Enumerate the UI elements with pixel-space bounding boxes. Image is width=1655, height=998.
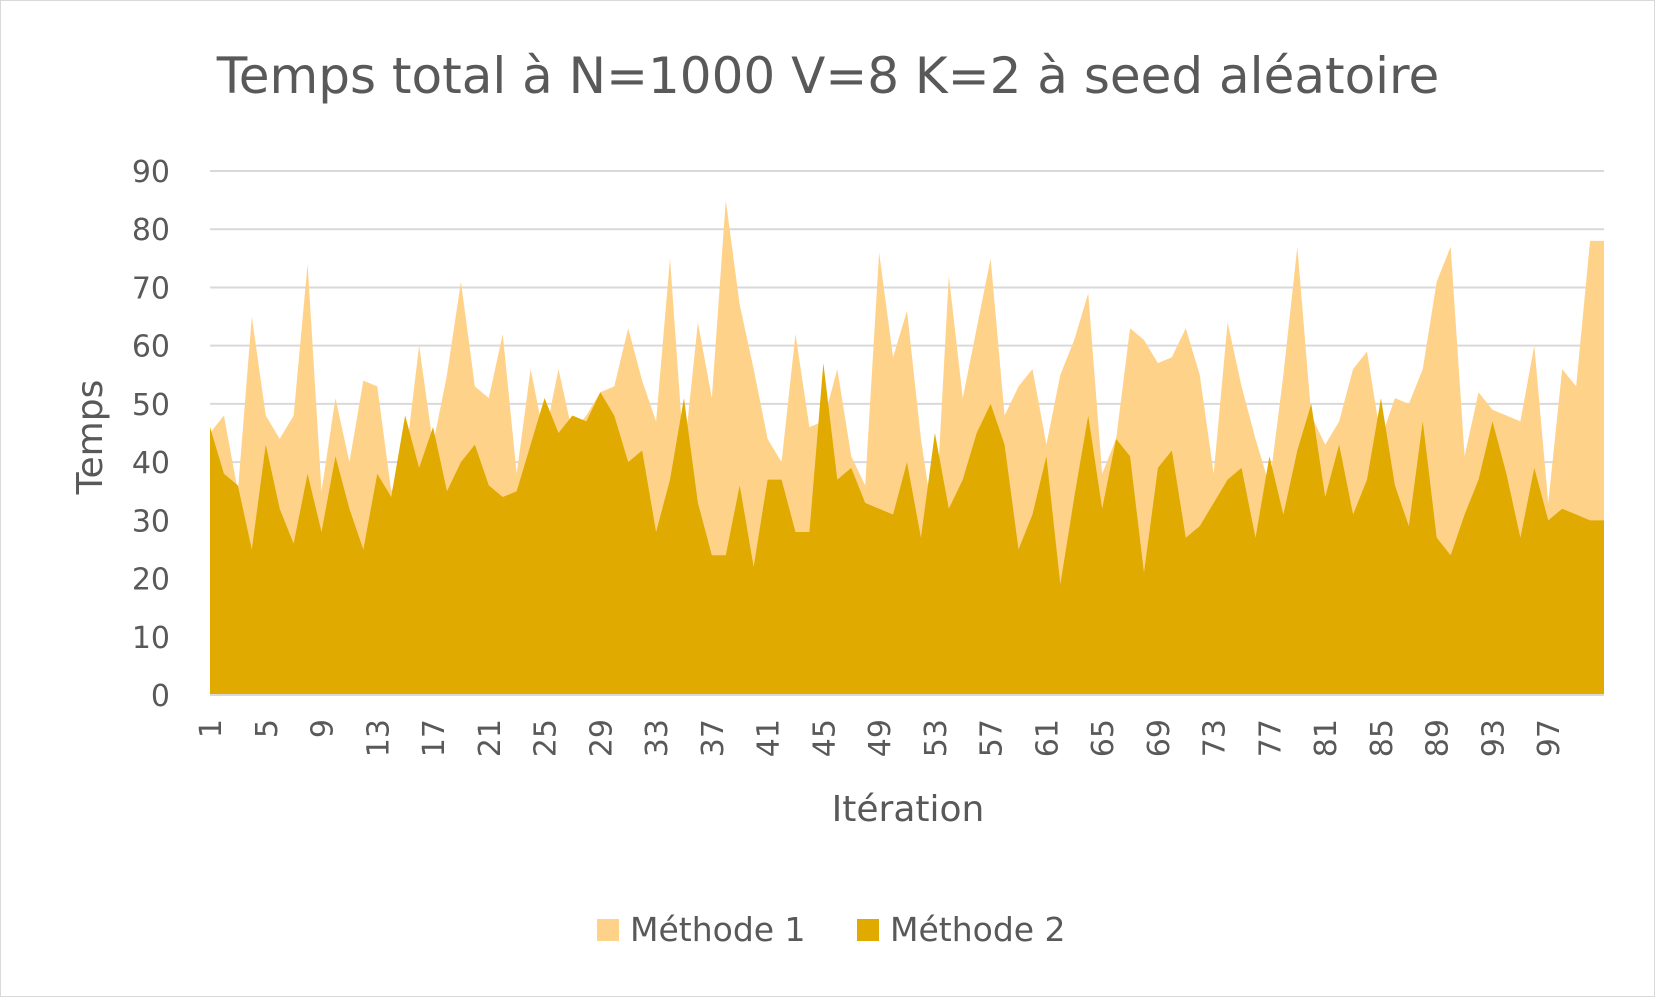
legend: Méthode 1 Méthode 2 <box>597 910 1066 949</box>
x-tick-label: 1 <box>194 719 229 738</box>
y-tick-label: 60 <box>132 330 170 365</box>
x-tick-label: 97 <box>1532 719 1567 757</box>
x-tick-label: 9 <box>306 719 341 738</box>
x-tick-label: 85 <box>1365 719 1400 757</box>
y-tick-label: 40 <box>132 446 170 481</box>
x-tick-label: 57 <box>975 719 1010 757</box>
x-axis-title: Itération <box>832 789 985 830</box>
x-tick-label: 53 <box>919 719 954 757</box>
y-tick-label: 90 <box>132 155 170 190</box>
legend-swatch <box>857 919 879 941</box>
x-tick-label: 25 <box>529 719 564 757</box>
x-tick-label: 77 <box>1253 719 1288 757</box>
x-tick-label: 69 <box>1142 719 1177 757</box>
x-tick-label: 29 <box>584 719 619 757</box>
x-tick-label: 49 <box>863 719 898 757</box>
x-tick-label: 41 <box>752 719 787 757</box>
y-tick-label: 70 <box>132 271 170 306</box>
legend-swatch <box>597 919 619 941</box>
x-tick-label: 73 <box>1198 719 1233 757</box>
x-tick-label: 65 <box>1086 719 1121 757</box>
x-tick-label: 45 <box>807 719 842 757</box>
x-tick-label: 61 <box>1030 719 1065 757</box>
x-tick-label: 93 <box>1476 719 1511 757</box>
x-tick-label: 81 <box>1309 719 1344 757</box>
x-tick-label: 13 <box>361 719 396 757</box>
legend-label: Méthode 1 <box>630 910 806 949</box>
legend-label: Méthode 2 <box>890 910 1066 949</box>
y-tick-label: 10 <box>132 621 170 656</box>
x-tick-label: 17 <box>417 719 452 757</box>
series-area-2 <box>210 363 1604 695</box>
y-tick-label: 80 <box>132 213 170 248</box>
x-tick-label: 21 <box>473 719 508 757</box>
y-tick-label: 50 <box>132 388 170 423</box>
chart-title: Temps total à N=1000 V=8 K=2 à seed aléa… <box>216 47 1440 105</box>
y-axis-ticks: 0 10 20 30 40 50 60 70 80 90 <box>132 155 170 714</box>
x-tick-label: 33 <box>640 719 675 757</box>
y-tick-label: 0 <box>151 679 170 714</box>
y-tick-label: 20 <box>132 563 170 598</box>
y-tick-label: 30 <box>132 504 170 539</box>
area-series <box>210 200 1604 695</box>
x-axis-ticks: 1 5 9 13 17 21 25 29 33 37 41 45 49 53 57 61 65 69 73 77 81 8… <box>194 719 1567 757</box>
y-axis-title: Temps <box>70 380 111 496</box>
x-tick-label: 37 <box>696 719 731 757</box>
x-tick-label: 89 <box>1421 719 1456 757</box>
x-tick-label: 5 <box>250 719 285 738</box>
